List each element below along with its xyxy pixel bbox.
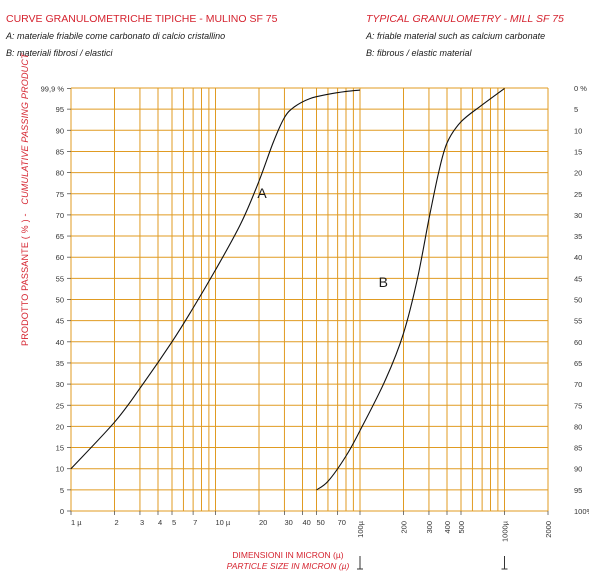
left-tick-label: 95 (56, 105, 64, 114)
right-tick-label: 80 (574, 422, 582, 431)
right-tick-label: 20 (574, 169, 582, 178)
left-tick-label: 75 (56, 190, 64, 199)
right-axis-ticks: 0 % 5 10 15 20 25 30 35 40 45 50 55 60 65 70 75 80 85 90 95… (574, 84, 589, 516)
x-tick-label: 500 (457, 521, 466, 534)
left-tick-label: 90 (56, 126, 64, 135)
x-tick-label: 4 (158, 518, 162, 527)
chart-labels: AB (257, 185, 388, 290)
left-tick-label: 30 (56, 380, 64, 389)
x-axis-title-italian: DIMENSIONI IN MICRON (µ) (232, 550, 344, 560)
left-tick-label: 15 (56, 444, 64, 453)
right-tick-label: 90 (574, 465, 582, 474)
right-tick-label: 100% (574, 507, 589, 516)
x-tick-label: 10 µ (216, 518, 231, 527)
x-tick-label: 2000 (544, 521, 553, 538)
right-tick-label: 45 (574, 274, 582, 283)
curve-b (316, 87, 505, 491)
y-axis-title-english: CUMULATIVE PASSING PRODUCT (20, 53, 30, 205)
left-tick-label: 50 (56, 296, 64, 305)
left-tick-label: 60 (56, 253, 64, 262)
right-tick-label: 85 (574, 444, 582, 453)
left-tick-label: 10 (56, 465, 64, 474)
right-tick-label: 35 (574, 232, 582, 241)
right-tick-label: 25 (574, 190, 582, 199)
right-tick-label: 95 (574, 486, 582, 495)
x-tick-label: 1000µ (501, 520, 510, 542)
left-axis-ticks: 0 5 10 15 20 25 30 35 40 45 50 55 60 65 70 75 80 85 90 95 99… (41, 84, 71, 516)
x-tick-label: 5 (172, 518, 176, 527)
x-tick-label: 2 (114, 518, 118, 527)
right-tick-label: 0 % (574, 84, 587, 93)
left-tick-label: 20 (56, 422, 64, 431)
curve-a (70, 89, 361, 470)
left-tick-label: 35 (56, 359, 64, 368)
x-tick-label: 100µ (356, 520, 365, 538)
x-tick-label: 200 (399, 521, 408, 534)
right-tick-label: 5 (574, 105, 578, 114)
x-tick-label: 300 (425, 521, 434, 534)
left-tick-label: 70 (56, 211, 64, 220)
left-tick-label: 40 (56, 338, 64, 347)
right-tick-label: 15 (574, 147, 582, 156)
left-tick-label: 25 (56, 401, 64, 410)
right-tick-label: 55 (574, 317, 582, 326)
curve-label-a: A (257, 185, 267, 201)
right-tick-label: 30 (574, 211, 582, 220)
left-tick-label: 80 (56, 169, 64, 178)
x-tick-label: 7 (193, 518, 197, 527)
x-tick-label: 30 (284, 518, 292, 527)
left-tick-label: 55 (56, 274, 64, 283)
chart-grid (70, 87, 549, 512)
x-tick-label: 1 µ (71, 518, 82, 527)
x-tick-label: 40 (302, 518, 310, 527)
y-axis-title: PRODOTTO PASSANTE ( % ) - CUMULATIVE PAS… (20, 53, 30, 346)
right-tick-label: 70 (574, 380, 582, 389)
x-axis-title-english: PARTICLE SIZE IN MICRON (µ) (226, 561, 350, 571)
title-italian: CURVE GRANULOMETRICHE TIPICHE - MULINO S… (6, 13, 278, 25)
legend-a-english: A: friable material such as calcium carb… (366, 31, 546, 41)
legend-a-italian: A: materiale friabile come carbonato di … (6, 31, 226, 41)
right-tick-label: 10 (574, 126, 582, 135)
right-tick-label: 75 (574, 401, 582, 410)
curves (70, 87, 505, 491)
curve-label-b: B (379, 274, 388, 290)
left-tick-label: 99,9 % (41, 84, 65, 93)
right-tick-label: 50 (574, 296, 582, 305)
left-tick-label: 85 (56, 147, 64, 156)
left-tick-label: 65 (56, 232, 64, 241)
left-tick-label: 5 (60, 486, 64, 495)
x-tick-label: 70 (338, 518, 346, 527)
right-tick-label: 60 (574, 338, 582, 347)
y-axis-title-italian: PRODOTTO PASSANTE ( % ) - (20, 213, 30, 346)
x-tick-label: 20 (259, 518, 267, 527)
x-tick-label: 3 (140, 518, 144, 527)
right-tick-label: 40 (574, 253, 582, 262)
x-tick-label: 50 (317, 518, 325, 527)
title-english: TYPICAL GRANULOMETRY - MILL SF 75 (366, 13, 564, 25)
right-tick-label: 65 (574, 359, 582, 368)
left-tick-label: 45 (56, 317, 64, 326)
left-tick-label: 0 (60, 507, 64, 516)
legend-b-italian: B: materiali fibrosi / elastici (6, 48, 113, 58)
legend-b-english: B: fibrous / elastic material (366, 48, 472, 58)
x-tick-label: 400 (443, 521, 452, 534)
